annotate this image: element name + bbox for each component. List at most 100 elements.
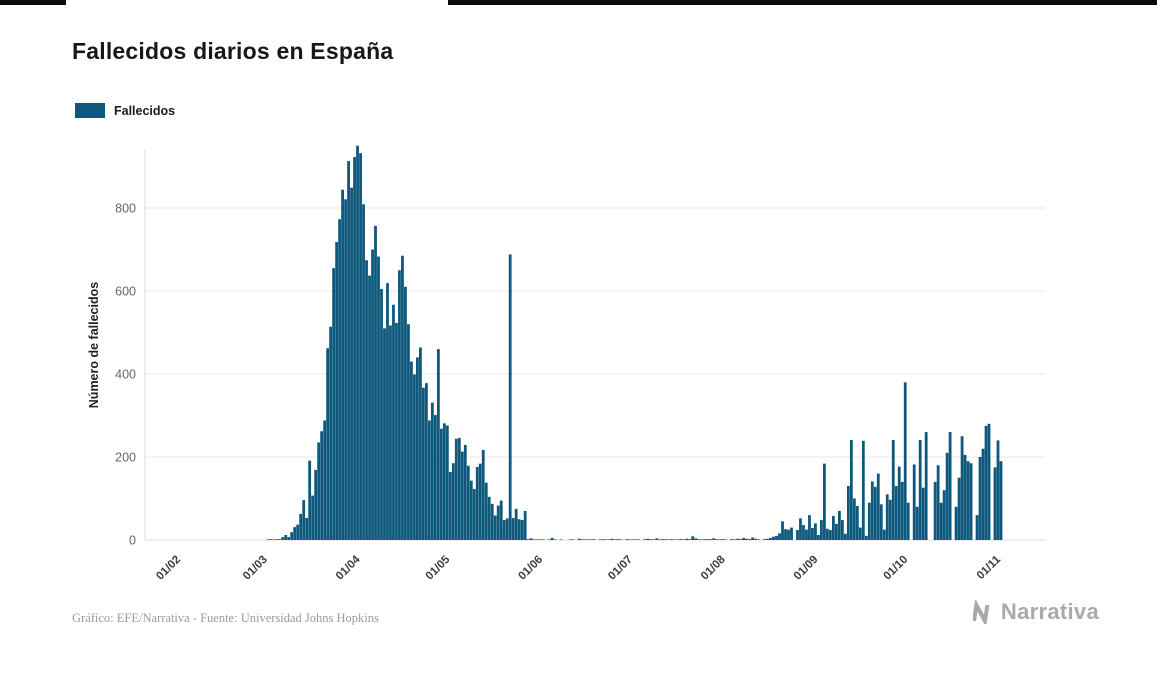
gridlines: [145, 207, 1045, 541]
bar: [996, 440, 1000, 540]
bar: [550, 537, 554, 540]
bar: [885, 494, 889, 540]
bar: [535, 539, 539, 540]
bar: [314, 469, 318, 540]
bar: [505, 518, 509, 540]
x-tick-label: 01/10: [882, 554, 911, 583]
bar: [894, 486, 898, 540]
bar: [942, 490, 946, 540]
bar: [407, 324, 410, 540]
bar: [601, 539, 605, 540]
bar: [697, 539, 701, 540]
bar: [945, 452, 949, 540]
bar: [691, 536, 695, 540]
bar: [398, 270, 401, 540]
narrativa-brand: Narrativa: [972, 599, 1099, 625]
bar: [628, 539, 632, 540]
bar: [831, 515, 835, 540]
legend-label-fallecidos: Fallecidos: [114, 103, 176, 118]
bar: [703, 539, 707, 540]
bar: [368, 275, 371, 540]
bar: [981, 448, 985, 540]
narrativa-logo-icon: [972, 600, 990, 624]
bar: [649, 539, 653, 540]
bar: [269, 539, 273, 540]
bar: [673, 539, 677, 540]
bar: [870, 481, 874, 541]
bar: [751, 537, 754, 540]
bar: [365, 260, 368, 540]
bar: [891, 439, 895, 541]
bar: [969, 463, 973, 540]
bar: [526, 539, 530, 540]
legend-swatch-fallecidos: [75, 103, 105, 118]
bar: [451, 463, 455, 540]
bar: [302, 500, 306, 540]
bar: [957, 477, 961, 540]
bar: [341, 189, 344, 541]
bar: [852, 498, 856, 540]
bar: [293, 527, 297, 540]
x-tick-label: 01/11: [975, 553, 1004, 582]
bar: [619, 539, 623, 540]
bar: [478, 463, 482, 540]
bar: [975, 515, 979, 540]
bar: [538, 539, 542, 540]
bar: [769, 537, 772, 540]
bar: [796, 530, 799, 540]
x-tick-label: 01/04: [334, 553, 363, 582]
bar: [445, 425, 449, 540]
bar: [299, 513, 303, 540]
bar: [487, 496, 491, 540]
narrativa-logo-text: Narrativa: [1000, 599, 1099, 624]
bar: [646, 538, 650, 540]
bar: [631, 539, 635, 540]
x-tick-label: 01/09: [792, 554, 821, 583]
bar: [598, 539, 602, 540]
bar: [380, 288, 383, 540]
bar: [670, 539, 674, 540]
bar: [347, 161, 350, 541]
x-tick-label: 01/05: [424, 553, 453, 582]
bar: [466, 465, 470, 540]
y-tick-label: 600: [115, 285, 136, 299]
bar: [389, 325, 392, 540]
bar: [610, 538, 614, 540]
bar: [529, 538, 533, 540]
bar: [290, 532, 294, 540]
bar: [460, 451, 464, 540]
bar: [592, 539, 596, 540]
bar: [924, 432, 928, 540]
x-tick-label: 01/02: [154, 554, 183, 583]
bar: [802, 525, 805, 540]
bar: [275, 539, 279, 540]
y-tick-label: 400: [115, 368, 136, 382]
bar: [616, 539, 620, 540]
bar: [915, 506, 919, 540]
x-tick-label: 01/07: [606, 554, 635, 583]
bar: [520, 520, 524, 540]
bar: [353, 156, 356, 540]
bar: [481, 449, 485, 540]
bar: [523, 510, 527, 540]
bar: [571, 539, 575, 540]
bar: [820, 520, 823, 540]
bar: [586, 539, 590, 540]
bar: [661, 539, 665, 540]
bar: [736, 538, 740, 540]
bar: [350, 187, 353, 541]
x-tick-labels: 01/02 01/03 01/04 01/05 01/06 01/07 01/08 01/09…: [154, 553, 1003, 582]
bar: [317, 442, 321, 540]
bar: [338, 219, 341, 540]
bar: [472, 488, 476, 540]
bar: [766, 538, 769, 540]
bar: [709, 539, 713, 540]
bar: [739, 539, 743, 540]
bar: [517, 519, 521, 540]
bar: [583, 539, 587, 540]
bar: [799, 518, 802, 540]
bar: [344, 199, 347, 541]
bar: [475, 466, 479, 540]
bar: [490, 503, 494, 540]
